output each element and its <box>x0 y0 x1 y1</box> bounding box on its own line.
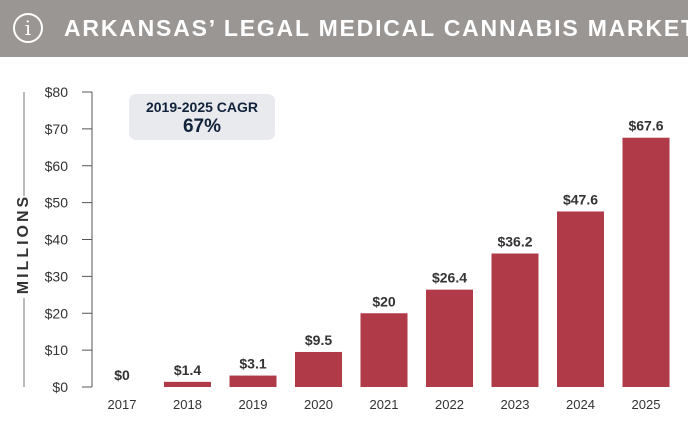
data-label: $47.6 <box>563 191 598 207</box>
y-tick-label: $30 <box>45 268 69 284</box>
data-label: $20 <box>372 293 396 309</box>
bar <box>360 313 408 387</box>
data-label: $36.2 <box>497 234 532 250</box>
x-tick-label: 2025 <box>632 397 661 412</box>
bar <box>491 253 539 387</box>
y-tick-label: $60 <box>45 158 69 174</box>
x-tick-label: 2023 <box>501 397 530 412</box>
data-label: $9.5 <box>305 332 332 348</box>
x-tick-label: 2024 <box>566 397 595 412</box>
x-tick-label: 2020 <box>304 397 333 412</box>
y-tick-label: $50 <box>45 195 69 211</box>
y-tick-label: $40 <box>45 232 69 248</box>
data-label: $1.4 <box>174 362 201 378</box>
x-tick-label: 2018 <box>173 397 202 412</box>
x-tick-label: 2017 <box>108 397 137 412</box>
bar <box>164 381 211 387</box>
data-label: $26.4 <box>432 270 467 286</box>
data-label: $3.1 <box>239 356 266 372</box>
chart-title: ARKANSAS’ LEGAL MEDICAL CANNABIS MARKET <box>64 15 688 41</box>
y-tick-label: $0 <box>52 379 68 395</box>
y-tick-label: $80 <box>45 84 69 100</box>
cagr-value: 67% <box>182 116 222 137</box>
y-tick-label: $70 <box>45 121 69 137</box>
data-label: $0 <box>114 367 130 383</box>
x-tick-label: 2019 <box>239 397 268 412</box>
info-icon: i <box>13 13 43 43</box>
y-tick-label: $10 <box>45 342 69 358</box>
x-tick-label: 2022 <box>435 397 464 412</box>
header-bar: i ARKANSAS’ LEGAL MEDICAL CANNABIS MARKE… <box>0 0 688 57</box>
cagr-label: 2019-2025 CAGR <box>145 99 259 115</box>
bar <box>557 211 604 387</box>
x-tick-label: 2021 <box>370 397 399 412</box>
y-tick-label: $20 <box>45 305 69 321</box>
bar <box>622 137 670 387</box>
bar <box>229 375 277 387</box>
cagr-callout: 2019-2025 CAGR 67% <box>129 94 275 140</box>
data-label: $67.6 <box>628 118 663 134</box>
bar <box>426 289 473 387</box>
bar <box>295 351 342 387</box>
